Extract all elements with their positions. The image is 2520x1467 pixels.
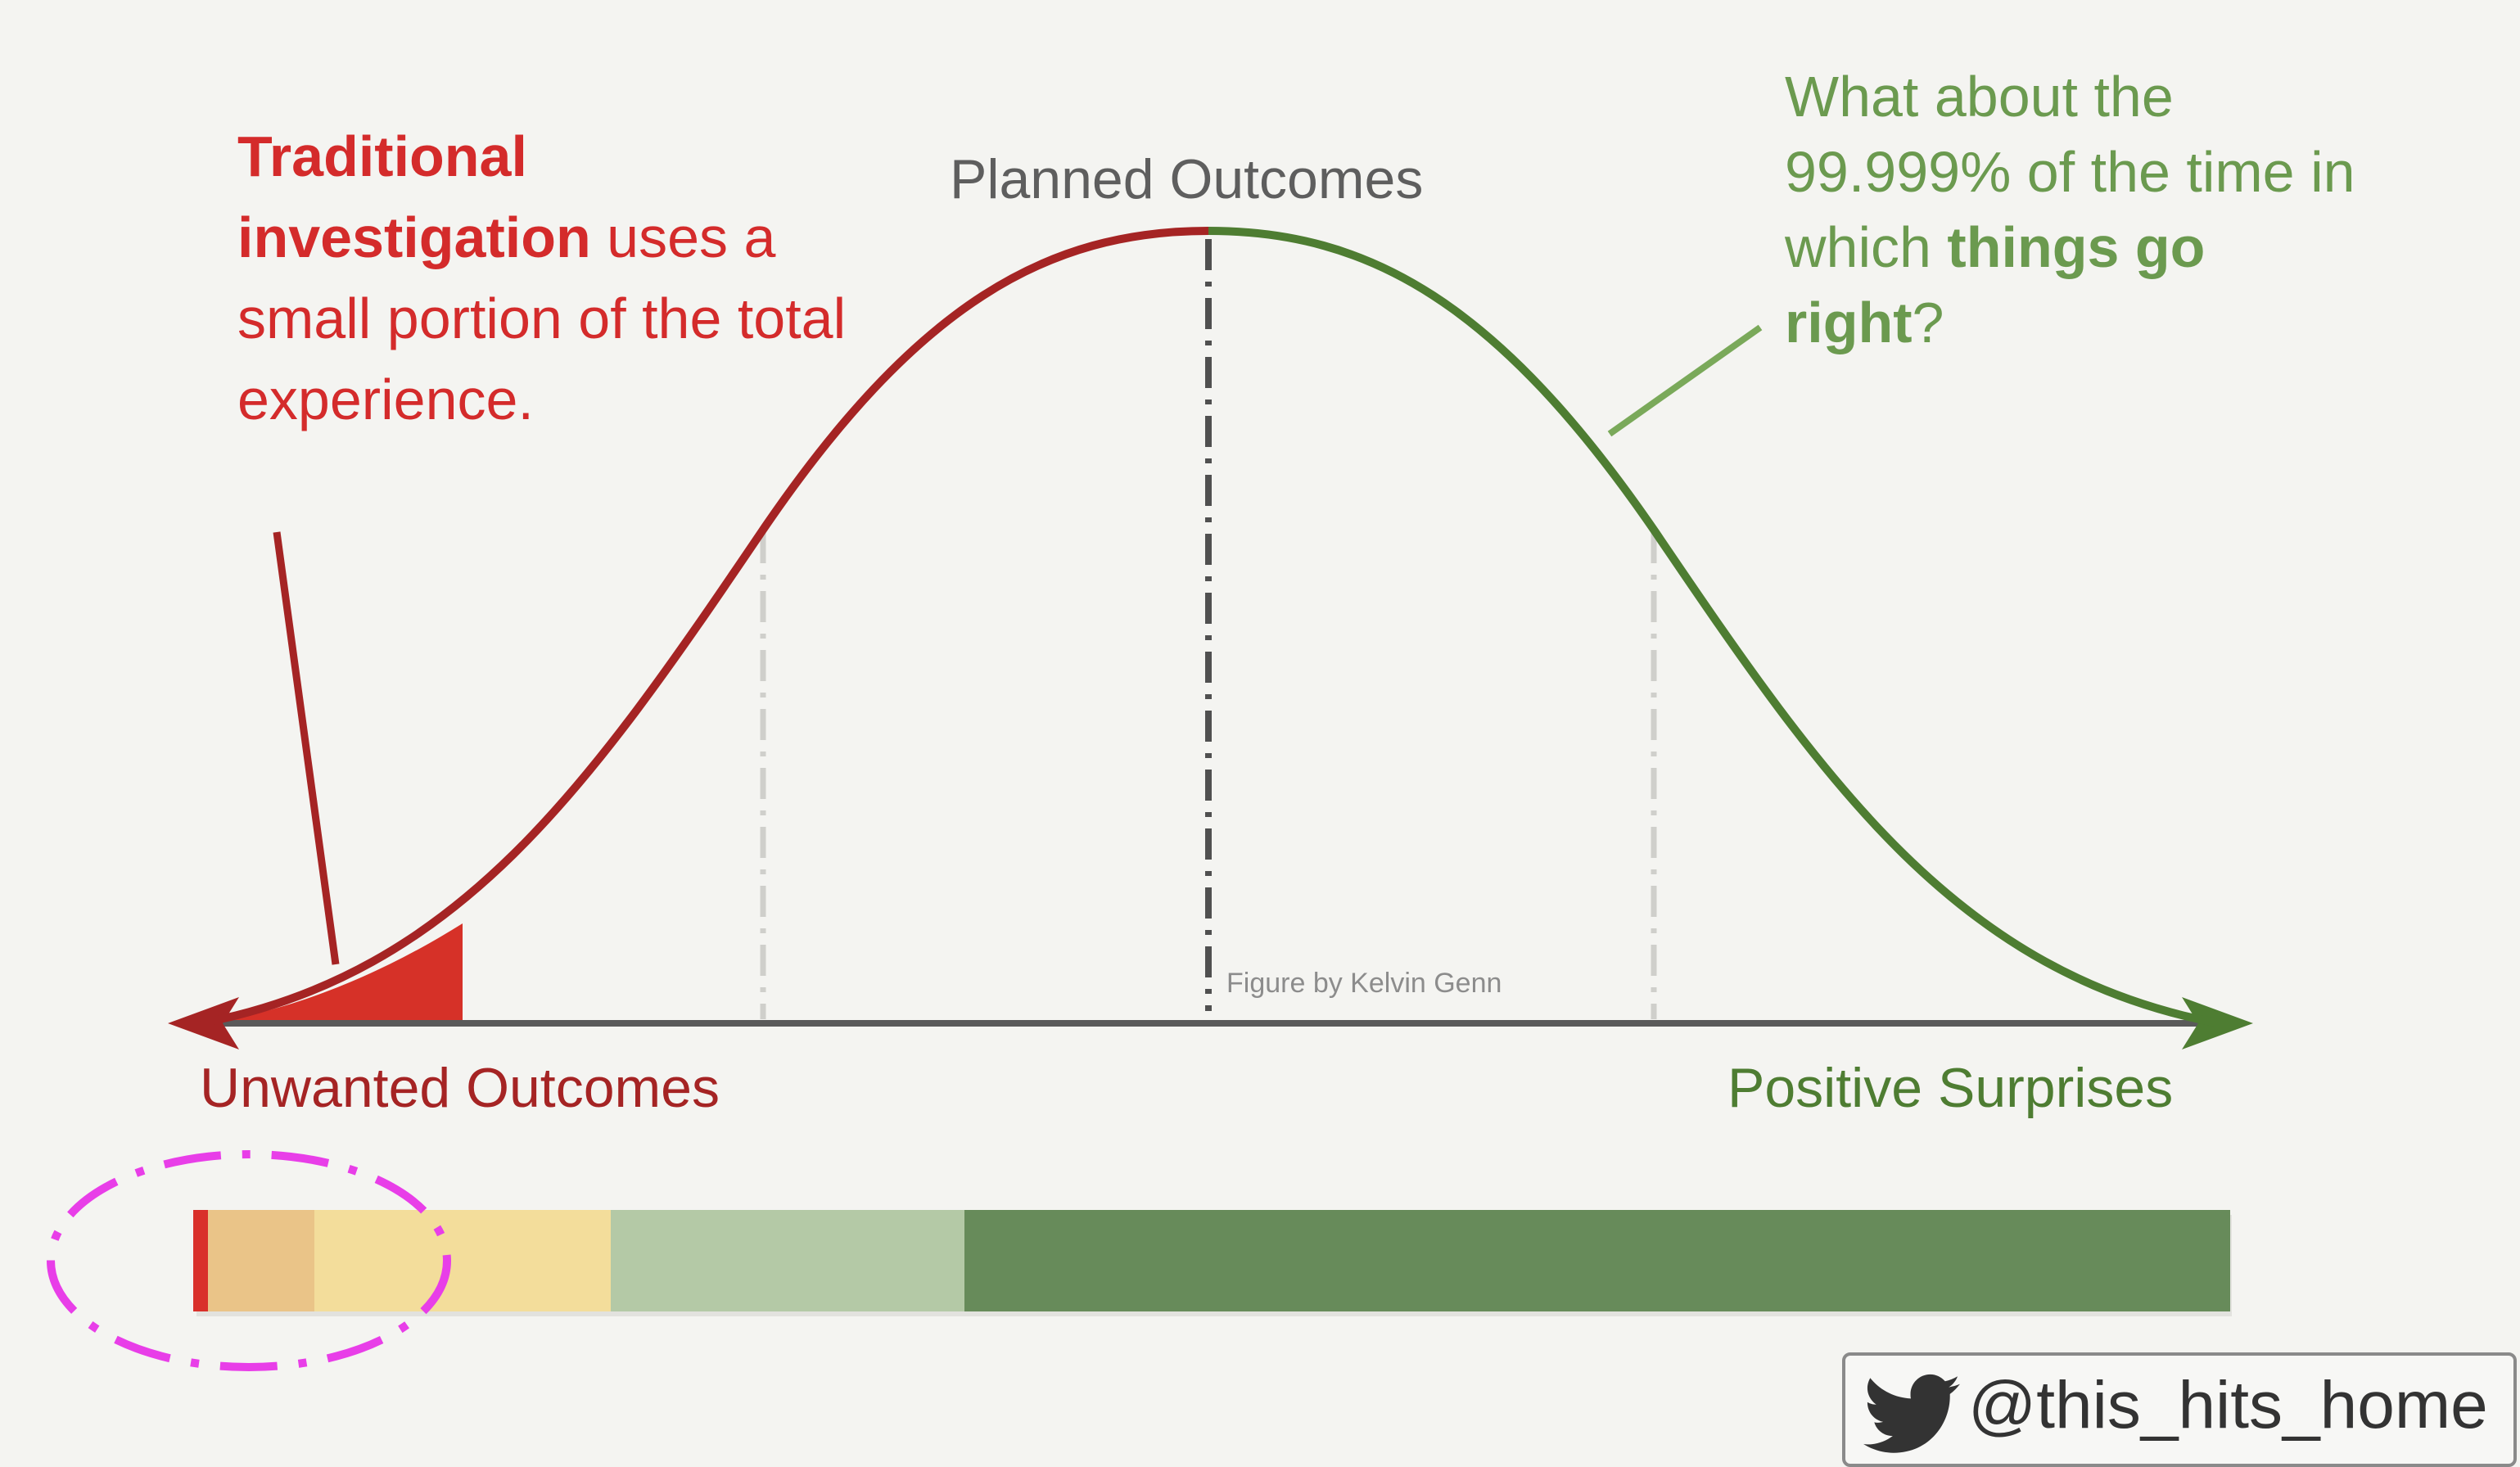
twitter-bird-icon bbox=[1863, 1374, 1960, 1453]
investigation-note-rest: uses a small portion of the total experi… bbox=[237, 205, 847, 431]
investigation-tail-area bbox=[205, 923, 463, 1023]
spectrum-segment-orange bbox=[208, 1210, 314, 1311]
investigation-note-bold: Traditional investigation bbox=[237, 124, 591, 269]
things-go-right-lead: What about the 99.999% of the time in wh… bbox=[1785, 65, 2355, 279]
figure-credit: Figure by Kelvin Genn bbox=[1226, 968, 1502, 999]
unwanted-outcomes-label: Unwanted Outcomes bbox=[200, 1057, 720, 1119]
investigation-note: Traditional investigation uses a small p… bbox=[237, 116, 860, 440]
social-handle-text: @this_hits_home bbox=[1968, 1368, 2488, 1442]
spectrum-segment-light-green bbox=[611, 1210, 964, 1311]
social-handle-badge: @this_hits_home bbox=[1842, 1352, 2517, 1467]
planned-outcomes-label: Planned Outcomes bbox=[950, 148, 1424, 210]
spectrum-segment-dark-green bbox=[964, 1210, 2230, 1311]
spectrum-segment-red bbox=[193, 1210, 208, 1311]
left-pointer-line bbox=[273, 531, 340, 965]
things-go-right-note: What about the 99.999% of the time in wh… bbox=[1785, 59, 2358, 360]
things-go-right-end: ? bbox=[1912, 291, 1944, 354]
spectrum-segment-yellow bbox=[314, 1210, 611, 1311]
positive-surprises-label: Positive Surprises bbox=[1727, 1057, 2174, 1119]
curve-right-half bbox=[1208, 227, 2220, 1027]
highlight-ellipse bbox=[47, 1150, 451, 1371]
things-go-right-bold: things go right bbox=[1785, 215, 2206, 354]
right-pointer-line bbox=[1607, 324, 1763, 437]
curve-left-half bbox=[200, 227, 1209, 1027]
